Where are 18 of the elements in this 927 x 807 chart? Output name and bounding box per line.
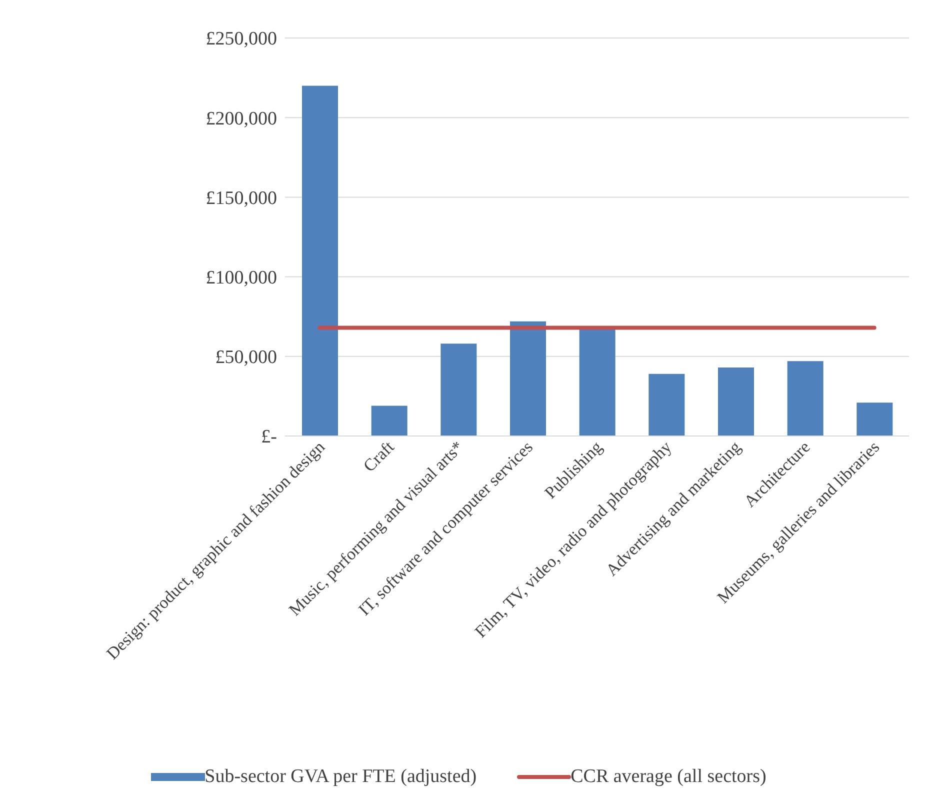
legend-label: Sub-sector GVA per FTE (adjusted) xyxy=(204,766,477,788)
y-tick-label: £100,000 xyxy=(206,268,277,289)
bar xyxy=(440,344,477,436)
bar xyxy=(718,368,754,436)
y-tick-label: £250,000 xyxy=(206,28,277,50)
bar xyxy=(510,321,546,436)
bar xyxy=(579,329,616,436)
y-tick-label: £- xyxy=(261,426,277,448)
y-tick-label: £150,000 xyxy=(206,188,277,209)
y-tick-label: £200,000 xyxy=(206,108,277,130)
legend-label: CCR average (all sectors) xyxy=(570,766,766,788)
y-tick-label: £50,000 xyxy=(215,347,277,368)
bar xyxy=(787,361,824,436)
bar xyxy=(302,86,338,436)
x-tick-label: Craft xyxy=(360,437,398,476)
bar xyxy=(648,374,685,436)
bar xyxy=(856,402,893,436)
bar xyxy=(371,406,408,436)
